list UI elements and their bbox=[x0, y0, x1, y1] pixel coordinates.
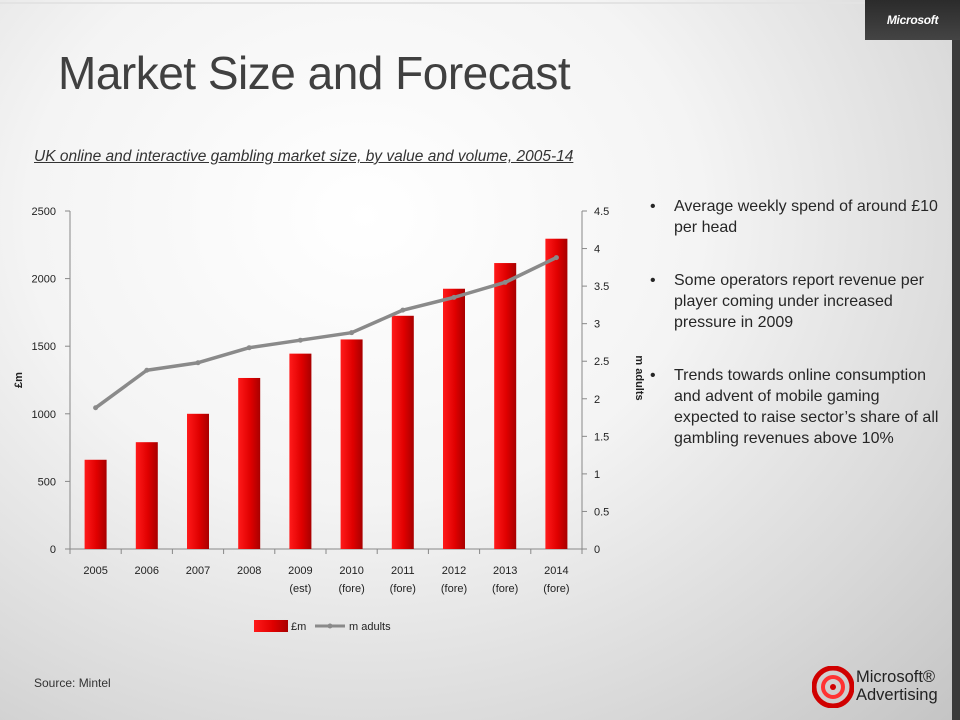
bar-gbp-m bbox=[443, 288, 465, 549]
bar-gbp-m bbox=[84, 459, 107, 549]
bar-gbp-m bbox=[391, 315, 414, 549]
key-points-list: Average weekly spend of around £10 per h… bbox=[650, 196, 945, 481]
x-tick-label: 2010 bbox=[339, 565, 363, 577]
legend-line-label: m adults bbox=[349, 621, 391, 633]
bar-gbp-m bbox=[545, 238, 568, 549]
x-tick-sublabel: (fore) bbox=[441, 583, 467, 595]
bar-gbp-m bbox=[135, 442, 158, 549]
y-right-axis-label: m adults bbox=[633, 355, 645, 400]
y-right-tick-label: 2.5 bbox=[594, 356, 609, 368]
line-point-m-adults bbox=[349, 330, 355, 336]
y-left-tick-label: 500 bbox=[38, 476, 56, 488]
line-point-m-adults bbox=[553, 255, 559, 261]
y-right-tick-label: 4.5 bbox=[594, 206, 609, 218]
x-tick-label: 2008 bbox=[237, 565, 261, 577]
x-tick-label: 2013 bbox=[493, 565, 517, 577]
y-left-tick-label: 0 bbox=[50, 544, 56, 556]
x-tick-label: 2014 bbox=[544, 565, 568, 577]
chart-legend: £m m adults bbox=[254, 620, 391, 633]
advertising-swirl-icon bbox=[812, 666, 854, 708]
x-tick-label: 2005 bbox=[83, 565, 107, 577]
y-right-tick-label: 0 bbox=[594, 544, 600, 556]
y-right-tick-label: 4 bbox=[594, 244, 600, 256]
bar-gbp-m bbox=[238, 377, 261, 549]
bullet-item: Average weekly spend of around £10 per h… bbox=[650, 196, 945, 238]
x-tick-sublabel: (est) bbox=[289, 583, 311, 595]
x-tick-label: 2011 bbox=[391, 565, 415, 577]
x-tick-label: 2009 bbox=[288, 565, 312, 577]
microsoft-logo: Microsoft bbox=[865, 0, 960, 40]
bar-gbp-m bbox=[494, 263, 517, 549]
x-tick-label: 2007 bbox=[186, 565, 210, 577]
bar-gbp-m bbox=[289, 353, 312, 549]
y-right-tick-label: 3.5 bbox=[594, 281, 609, 293]
y-left-axis-label: £m bbox=[13, 372, 25, 388]
y-right-tick-label: 3 bbox=[594, 319, 600, 331]
line-point-m-adults bbox=[400, 307, 406, 313]
y-right-tick-label: 2 bbox=[594, 394, 600, 406]
line-point-m-adults bbox=[451, 294, 457, 300]
y-left-tick-label: 2500 bbox=[32, 206, 56, 218]
x-tick-label: 2012 bbox=[442, 565, 466, 577]
y-right-tick-label: 0.5 bbox=[594, 506, 609, 518]
line-point-m-adults bbox=[93, 405, 99, 411]
logo-line-1: Microsoft® bbox=[856, 668, 936, 686]
x-tick-label: 2006 bbox=[135, 565, 159, 577]
x-tick-sublabel: (fore) bbox=[543, 583, 569, 595]
bullet-item: Some operators report revenue per player… bbox=[650, 270, 945, 333]
line-point-m-adults bbox=[297, 337, 303, 343]
x-tick-sublabel: (fore) bbox=[390, 583, 416, 595]
legend-line-marker bbox=[327, 623, 333, 629]
source-note: Source: Mintel bbox=[34, 676, 111, 690]
slide-title: Market Size and Forecast bbox=[58, 47, 571, 99]
y-left-tick-label: 1500 bbox=[32, 341, 56, 353]
bullet-item: Trends towards online consumption and ad… bbox=[650, 365, 945, 449]
logo-line-2: Advertising bbox=[856, 686, 938, 704]
bar-gbp-m bbox=[187, 413, 209, 549]
y-left-tick-label: 2000 bbox=[32, 274, 56, 286]
y-left-tick-label: 1000 bbox=[32, 409, 56, 421]
line-point-m-adults bbox=[195, 360, 201, 366]
x-tick-sublabel: (fore) bbox=[492, 583, 518, 595]
y-right-tick-label: 1.5 bbox=[594, 431, 609, 443]
line-point-m-adults bbox=[246, 345, 252, 351]
line-point-m-adults bbox=[144, 367, 150, 373]
microsoft-advertising-logo: Microsoft® Advertising bbox=[812, 664, 952, 714]
top-divider bbox=[0, 2, 865, 4]
line-point-m-adults bbox=[502, 279, 508, 285]
x-tick-sublabel: (fore) bbox=[338, 583, 364, 595]
y-right-tick-label: 1 bbox=[594, 469, 600, 481]
chart-subtitle: UK online and interactive gambling marke… bbox=[34, 148, 574, 165]
legend-bar-swatch bbox=[254, 620, 288, 632]
line-m-adults bbox=[94, 255, 558, 410]
bar-gbp-m bbox=[340, 339, 363, 549]
legend-bar-label: £m bbox=[291, 621, 306, 633]
right-edge-strip bbox=[952, 40, 960, 720]
